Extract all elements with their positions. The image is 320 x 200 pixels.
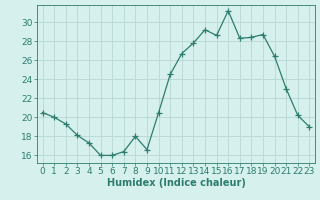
X-axis label: Humidex (Indice chaleur): Humidex (Indice chaleur) (107, 178, 245, 188)
